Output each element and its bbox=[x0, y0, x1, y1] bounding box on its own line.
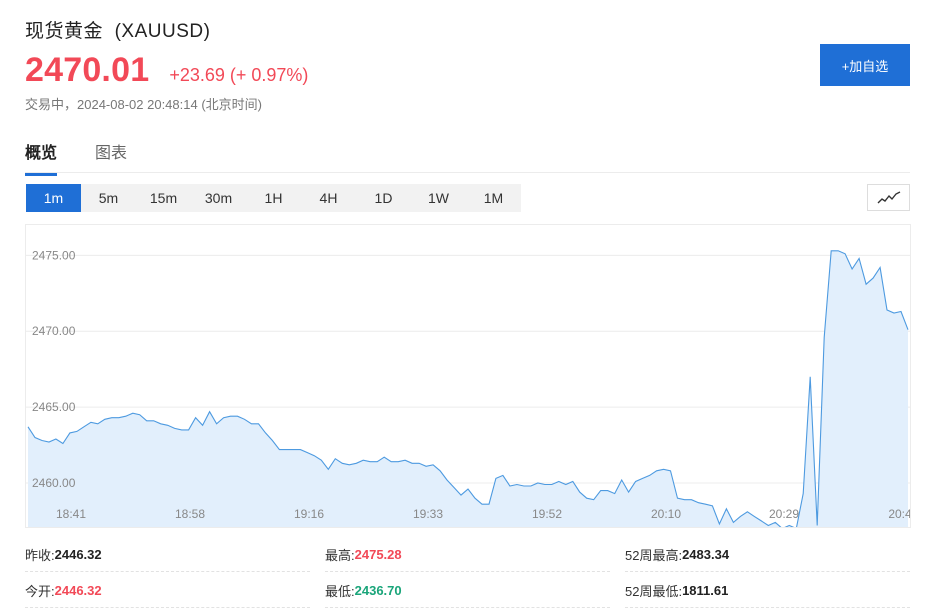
period-1mo-button[interactable]: 1M bbox=[483, 190, 504, 206]
period-30m-button[interactable]: 30m bbox=[204, 190, 233, 206]
stat-value: 2446.32 bbox=[54, 583, 102, 598]
x-tick-label: 19:16 bbox=[294, 507, 324, 521]
x-tick-label: 20:10 bbox=[651, 507, 681, 521]
section-tabs: 概览 图表 bbox=[25, 139, 165, 176]
x-tick-label: 19:52 bbox=[532, 507, 562, 521]
trading-status: 交易中，2024-08-02 20:48:14 (北京时间) bbox=[25, 97, 262, 112]
period-1d-button[interactable]: 1D bbox=[374, 190, 393, 206]
stats-row: 昨收: 2446.32 最高: 2475.28 52周最高: 2483.34 bbox=[25, 538, 910, 574]
price-row: 2470.01 +23.69 (+ 0.97%) bbox=[25, 51, 308, 90]
y-tick-label: 2465.00 bbox=[32, 400, 76, 414]
price-line bbox=[27, 250, 909, 527]
tab-chart[interactable]: 图表 bbox=[95, 145, 128, 162]
stat-label: 52周最低: bbox=[625, 584, 683, 599]
add-to-watchlist-button[interactable]: +加自选 bbox=[820, 44, 910, 86]
stats-row: 今开: 2446.32 最低: 2436.70 52周最低: 1811.61 bbox=[25, 574, 910, 610]
stat-52w-low: 52周最低: 1811.61 bbox=[625, 574, 910, 608]
instrument-title: 现货黄金 (XAUUSD) bbox=[25, 16, 308, 43]
x-tick-label: 18:58 bbox=[175, 507, 205, 521]
stat-value: 2483.34 bbox=[682, 547, 730, 562]
y-tick-label: 2475.00 bbox=[32, 248, 76, 262]
last-price: 2470.01 bbox=[25, 51, 150, 89]
x-tick-label: 18:41 bbox=[56, 507, 86, 521]
stat-label: 最低: bbox=[325, 584, 355, 599]
stat-value: 2446.32 bbox=[54, 547, 102, 562]
x-tick-label: 20:29 bbox=[769, 507, 799, 521]
stat-prev-close: 昨收: 2446.32 bbox=[25, 538, 310, 572]
stat-52w-high: 52周最高: 2483.34 bbox=[625, 538, 910, 572]
chart-type-button[interactable] bbox=[867, 184, 910, 211]
y-tick-label: 2460.00 bbox=[32, 476, 76, 490]
period-15m-button[interactable]: 15m bbox=[149, 190, 178, 206]
period-1w-button[interactable]: 1W bbox=[428, 190, 449, 206]
price-chart[interactable]: 2475.00 2470.00 2465.00 2460.00 18:41 18:58 1… bbox=[25, 224, 911, 528]
instrument-symbol: (XAUUSD) bbox=[114, 21, 211, 42]
stat-value: 1811.61 bbox=[682, 583, 729, 598]
stat-low: 最低: 2436.70 bbox=[325, 574, 610, 608]
period-selector: 1m 5m 15m 30m 1H 4H 1D 1W 1M bbox=[26, 184, 521, 212]
quote-header: 现货黄金 (XAUUSD) 2470.01 +23.69 (+ 0.97%) 交… bbox=[25, 16, 308, 113]
y-tick-label: 2470.00 bbox=[32, 324, 76, 338]
stat-value: 2475.28 bbox=[354, 547, 402, 562]
tab-overview[interactable]: 概览 bbox=[25, 139, 58, 176]
period-1m-button[interactable]: 1m bbox=[26, 184, 81, 212]
stat-open: 今开: 2446.32 bbox=[25, 574, 310, 608]
stat-label: 昨收: bbox=[25, 548, 55, 563]
instrument-name: 现货黄金 bbox=[25, 21, 104, 42]
stat-label: 最高: bbox=[325, 548, 355, 563]
stat-label: 52周最高: bbox=[625, 548, 683, 563]
x-tick-label: 19:33 bbox=[413, 507, 443, 521]
period-4h-button[interactable]: 4H bbox=[319, 190, 338, 206]
x-tick-label: 20:4 bbox=[888, 507, 910, 521]
stat-high: 最高: 2475.28 bbox=[325, 538, 610, 572]
period-1h-button[interactable]: 1H bbox=[264, 190, 283, 206]
price-change: +23.69 (+ 0.97%) bbox=[169, 65, 309, 85]
tabs-divider bbox=[25, 172, 910, 173]
price-area-fill bbox=[28, 250, 908, 527]
quote-stats: 昨收: 2446.32 最高: 2475.28 52周最高: 2483.34 今… bbox=[25, 538, 910, 610]
line-chart-icon bbox=[877, 190, 900, 203]
stat-value: 2436.70 bbox=[354, 583, 402, 598]
period-5m-button[interactable]: 5m bbox=[98, 190, 119, 206]
stat-label: 今开: bbox=[25, 584, 55, 599]
